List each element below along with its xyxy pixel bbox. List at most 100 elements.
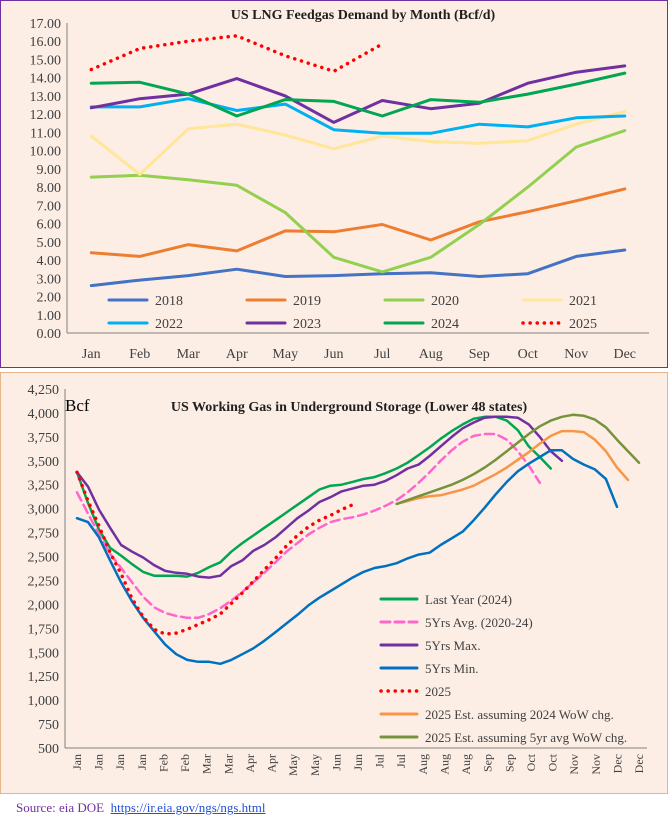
legend-label: 2025 Est. assuming 2024 WoW chg. xyxy=(425,707,614,722)
legend-label: 2022 xyxy=(155,317,183,332)
storage-chart-panel: US Working Gas in Underground Storage (L… xyxy=(0,372,668,794)
x-tick-label: Jan xyxy=(113,754,127,770)
y-tick-label: 4,000 xyxy=(28,407,60,422)
y-tick-label: 2,500 xyxy=(28,551,60,566)
y-tick-label: 500 xyxy=(38,742,59,757)
x-tick-label: May xyxy=(286,754,300,776)
series-line-2024 xyxy=(89,71,627,118)
x-tick-label: Dec xyxy=(632,754,646,773)
y-tick-label: 7.00 xyxy=(37,199,62,214)
y-tick-label: 0.00 xyxy=(37,327,62,342)
x-tick-label: Jan xyxy=(70,754,84,770)
y-tick-label: 14.00 xyxy=(30,72,62,87)
legend-label: 2025 xyxy=(425,684,451,699)
series-line-2019 xyxy=(89,187,627,258)
legend-label: 5Yrs Avg. (2020-24) xyxy=(425,615,533,630)
series-line-2020 xyxy=(89,129,627,274)
x-tick-label: Oct xyxy=(518,347,538,362)
y-tick-label: 9.00 xyxy=(37,163,62,178)
x-tick-label: Jul xyxy=(374,347,390,362)
y-tick-label: 12.00 xyxy=(30,108,62,123)
x-tick-label: Dec xyxy=(610,754,624,773)
x-tick-label: Feb xyxy=(156,754,170,772)
series-line-2025 xyxy=(89,34,385,74)
y-tick-label: 1.00 xyxy=(37,309,62,324)
x-tick-label: Jan xyxy=(135,754,149,770)
x-tick-label: Mar xyxy=(177,347,201,362)
x-tick-label: Feb xyxy=(129,347,150,362)
x-tick-label: Dec xyxy=(613,347,636,362)
x-tick-label: May xyxy=(308,754,322,776)
y-tick-label: 3,000 xyxy=(28,503,60,518)
source-link[interactable]: https://ir.eia.gov/ngs/ngs.html xyxy=(110,800,266,815)
y-tick-label: 2,250 xyxy=(28,574,60,589)
x-tick-label: Jun xyxy=(324,347,343,362)
x-tick-label: Sep xyxy=(481,754,495,772)
legend-label: 2025 Est. assuming 5yr avg WoW chg. xyxy=(425,730,627,745)
y-tick-label: 1,500 xyxy=(28,646,60,661)
y-tick-label: 2,750 xyxy=(28,527,60,542)
x-tick-label: Sep xyxy=(469,347,490,362)
legend-label: 2018 xyxy=(155,294,183,309)
lng-feedgas-chart: US LNG Feedgas Demand by Month (Bcf/d) 0.… xyxy=(30,8,649,362)
y-tick-label: 1,250 xyxy=(28,670,60,685)
series-line-2025 xyxy=(75,470,355,636)
x-tick-label: Jan xyxy=(82,347,101,362)
legend-label: 2025 xyxy=(569,317,597,332)
y-tick-label: 6.00 xyxy=(37,218,62,233)
x-tick-label: Apr xyxy=(243,754,257,773)
series-line-2018 xyxy=(89,248,627,288)
y-tick-label: 4.00 xyxy=(37,254,62,269)
x-tick-label: Aug xyxy=(419,347,443,362)
y-tick-label: 4,250 xyxy=(28,383,60,398)
x-tick-label: Aug xyxy=(459,754,473,775)
series-line-2025 Est. assuming 2024 WoW chg. xyxy=(395,429,630,506)
y-tick-label: 15.00 xyxy=(30,53,62,68)
x-tick-label: May xyxy=(272,347,298,362)
legend-label: Last Year (2024) xyxy=(425,592,512,607)
y-tick-label: 3.00 xyxy=(37,272,62,287)
lng-feedgas-chart-panel: US LNG Feedgas Demand by Month (Bcf/d) 0.… xyxy=(0,0,668,368)
x-tick-label: Nov xyxy=(564,347,588,362)
x-tick-label: Apr xyxy=(265,754,279,773)
y-tick-label: 3,500 xyxy=(28,455,60,470)
x-tick-label: Mar xyxy=(221,754,235,774)
y-tick-label: 8.00 xyxy=(37,181,62,196)
series-line-Last Year (2024) xyxy=(75,415,553,578)
x-tick-label: Apr xyxy=(226,347,248,362)
x-tick-label: Aug xyxy=(437,754,451,775)
storage-chart: US Working Gas in Underground Storage (L… xyxy=(28,383,647,776)
y-axis-label: Bcf xyxy=(65,396,90,415)
series-line-5Yrs Min. xyxy=(75,449,619,666)
series-line-2023 xyxy=(89,64,627,124)
y-tick-label: 13.00 xyxy=(30,90,62,105)
legend-label: 2023 xyxy=(293,317,321,332)
x-tick-label: Jul xyxy=(373,753,387,768)
legend-label: 5Yrs Max. xyxy=(425,638,481,653)
legend-label: 5Yrs Min. xyxy=(425,661,478,676)
y-tick-label: 17.00 xyxy=(30,17,62,32)
x-tick-label: Feb xyxy=(178,754,192,772)
y-tick-label: 1,750 xyxy=(28,622,60,637)
y-tick-label: 2,000 xyxy=(28,598,60,613)
legend-label: 2019 xyxy=(293,294,321,309)
source-note: Source: eia DOE https://ir.eia.gov/ngs/n… xyxy=(16,800,266,816)
x-tick-label: Oct xyxy=(546,753,560,771)
y-tick-label: 3,750 xyxy=(28,431,60,446)
y-tick-label: 16.00 xyxy=(30,35,62,50)
y-tick-label: 5.00 xyxy=(37,236,62,251)
y-tick-label: 750 xyxy=(38,718,59,733)
legend-label: 2024 xyxy=(431,317,459,332)
x-tick-label: Jun xyxy=(329,754,343,771)
series-line-5Yrs Avg. (2020-24) xyxy=(75,432,542,620)
x-tick-label: Aug xyxy=(416,754,430,775)
series-line-2022 xyxy=(89,97,627,135)
chart-title: US LNG Feedgas Demand by Month (Bcf/d) xyxy=(231,8,496,23)
x-tick-label: Nov xyxy=(567,754,581,775)
x-tick-label: Sep xyxy=(502,754,516,772)
legend-label: 2020 xyxy=(431,294,459,309)
y-tick-label: 1,000 xyxy=(28,694,60,709)
y-tick-label: 2.00 xyxy=(37,291,62,306)
y-tick-label: 3,250 xyxy=(28,479,60,494)
x-tick-label: Nov xyxy=(589,754,603,775)
